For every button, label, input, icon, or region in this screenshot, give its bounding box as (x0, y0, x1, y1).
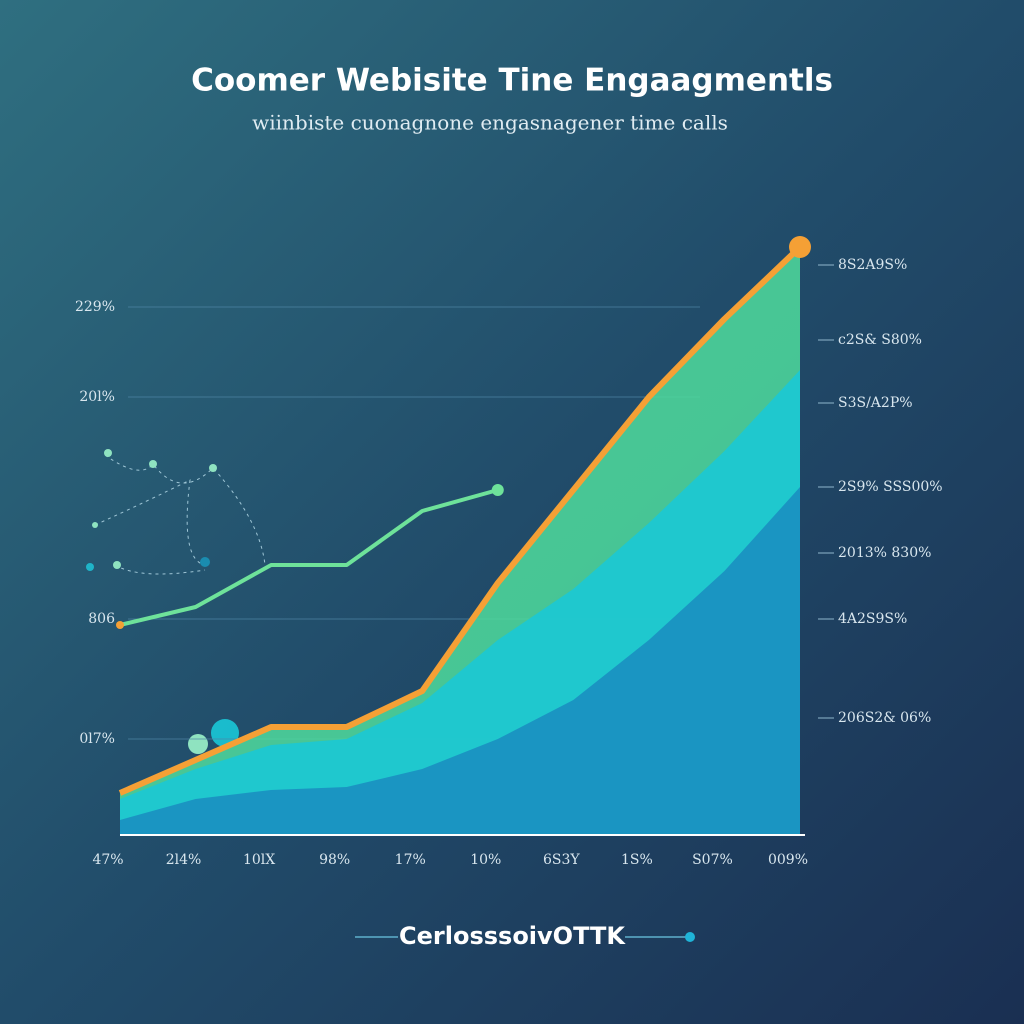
y2-tick-label: 206S2& 06% (838, 710, 931, 726)
y-tick-label: 229% (75, 299, 115, 315)
x-tick-label: 009% (768, 852, 808, 868)
chart-subtitle: wiinbiste cuonagnone engasnagener time c… (252, 111, 728, 135)
x-tick-label: S07% (692, 852, 733, 868)
x-tick-label: 10% (470, 852, 501, 868)
x-tick-label: 2l4% (166, 852, 202, 868)
end-marker (789, 236, 811, 258)
y2-tick-label: 2013% 830% (838, 545, 931, 561)
x-tick-label: 6S3Y (543, 852, 580, 868)
x-tick-label: 1S% (621, 852, 653, 868)
end-marker (491, 484, 504, 496)
y2-tick-label: 2S9% SSS00% (838, 479, 943, 495)
start-marker (116, 621, 124, 629)
x-tick-label: 47% (92, 852, 123, 868)
footer-text: CerlosssoivOTTK (399, 922, 626, 950)
footer-dot (685, 932, 695, 942)
y-tick-label: 806 (88, 611, 115, 627)
x-tick-label: 10lX (243, 852, 275, 868)
x-tick-label: 17% (395, 852, 426, 868)
chart-title: Coomer Webisite Tine Engaagmentls (191, 63, 833, 99)
y2-tick-label: 4A2S9S% (838, 611, 907, 627)
x-tick-label: 98% (319, 852, 350, 868)
y2-tick-label: 8S2A9S% (838, 257, 907, 273)
y2-tick-label: S3S/A2P% (838, 395, 913, 411)
area-edge-line (118, 244, 803, 796)
y-tick-label: 20l% (79, 389, 115, 405)
area (120, 487, 800, 835)
decoration (94, 454, 266, 575)
y-tick-label: 0l7% (79, 731, 115, 747)
y2-tick-label: c2S& S80% (838, 332, 922, 348)
line (119, 488, 499, 627)
